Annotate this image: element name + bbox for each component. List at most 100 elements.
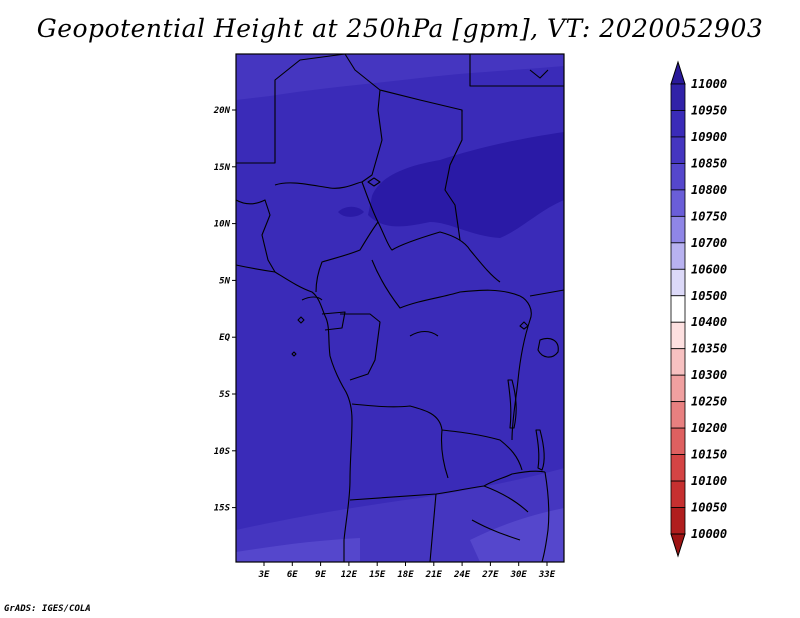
lon-tick-label: 9E — [315, 570, 326, 580]
border-angola-zambia — [441, 429, 523, 471]
country-boundaries — [235, 53, 565, 563]
colorbar-segment — [670, 242, 686, 270]
coastline-west — [235, 264, 353, 562]
colorbar-label: 10900 — [691, 130, 727, 144]
lake-malawi — [535, 429, 545, 471]
colorbar-label: 11000 — [691, 77, 727, 91]
contour-core-dark — [368, 132, 564, 238]
border-drc-east — [511, 295, 532, 441]
lat-tick-label: 15S — [214, 504, 231, 514]
border-chad-sudan — [444, 110, 463, 241]
colorbar-label: 10500 — [691, 289, 727, 303]
lon-tick-label: 30E — [510, 570, 528, 580]
lon-tick-label: 18E — [397, 570, 414, 580]
colorbar-label: 10950 — [691, 103, 727, 117]
map-frame — [235, 53, 565, 563]
border-congo-drc — [340, 313, 381, 381]
contour-core-dark-small — [338, 206, 364, 217]
colorbar-label: 10750 — [691, 209, 727, 223]
border-mozambique — [541, 471, 550, 563]
border-zambia-zimbabwe — [483, 470, 546, 487]
colorbar-label: 10100 — [691, 474, 727, 488]
lon-tick-label: 3E — [258, 570, 270, 580]
colorbar-label: 10200 — [691, 421, 727, 435]
egypt-coast — [529, 69, 549, 79]
lon-tick-label: 33E — [538, 570, 556, 580]
contour-band-south-lighter — [236, 538, 360, 562]
colorbar-segment — [670, 321, 686, 350]
border-cameroon-car — [377, 221, 501, 283]
border-east-africa — [529, 289, 565, 297]
colorbar-segment — [670, 295, 686, 323]
lat-tick-label: 5S — [219, 390, 230, 400]
lat-tick-label: 20N — [213, 106, 231, 116]
colorbar-label: 10250 — [691, 395, 727, 409]
colorbar-segment — [670, 427, 686, 455]
island-bioko — [297, 316, 305, 324]
colorbar-label: 10000 — [691, 527, 727, 541]
lake-tanganyika — [507, 379, 517, 429]
colorbar-segment — [670, 163, 686, 191]
colorbar-segment — [670, 507, 686, 535]
colorbar: 11000 10950 10900 10850 10800 10750 10700 10600… — [670, 60, 727, 558]
colorbar-segment — [670, 110, 686, 138]
colorbar-segment — [670, 136, 686, 164]
border-car-south — [371, 259, 521, 309]
colorbar-top-arrow — [670, 60, 686, 85]
border-niger-nigeria — [274, 181, 363, 189]
chart-title: Geopotential Height at 250hPa [gpm], VT:… — [36, 14, 764, 43]
lat-tick-label: EQ — [219, 333, 230, 343]
lon-tick-label: 6E — [287, 570, 298, 580]
border-drc-angola — [351, 403, 449, 479]
colorbar-segment — [670, 189, 686, 217]
colorbar-segment — [670, 401, 686, 429]
border-south — [471, 519, 521, 541]
border-angola-namibia — [349, 485, 529, 513]
contour-band-se-lighter — [470, 508, 564, 562]
colorbar-segment — [670, 268, 686, 297]
border-niger-basin — [301, 296, 323, 301]
colorbar-label: 10400 — [691, 315, 727, 329]
colorbar-label: 10050 — [691, 501, 727, 515]
colorbar-segment — [670, 348, 686, 376]
river-congo — [409, 330, 439, 337]
lon-tick-label: 24E — [453, 570, 471, 580]
lat-tick-label: 15N — [214, 163, 231, 173]
footer-credit: GrADS: IGES/COLA — [4, 604, 91, 614]
colorbar-bottom-arrow — [670, 533, 686, 558]
colorbar-label: 10150 — [691, 448, 727, 462]
border-north-2 — [344, 53, 383, 183]
colorbar-label: 10850 — [691, 156, 727, 170]
border-gabon — [321, 311, 346, 331]
colorbar-segment — [670, 480, 686, 508]
lake-kyoga — [519, 321, 529, 330]
island-sao-tome — [291, 351, 297, 357]
longitude-axis: 3E 6E 9E 12E 15E 18E 21E 24E 27E 30E 33E — [258, 562, 556, 580]
lat-tick-label: 5N — [219, 276, 230, 286]
contour-band-north-light — [236, 54, 564, 100]
lat-tick-label: 10N — [214, 220, 231, 230]
colorbar-segment — [670, 374, 686, 403]
map-panel — [235, 53, 565, 563]
border-mali — [235, 199, 276, 273]
lon-tick-label: 15E — [369, 570, 386, 580]
colorbar-label: 10600 — [691, 262, 727, 276]
lake-chad — [367, 177, 381, 187]
lake-victoria — [537, 337, 559, 358]
colorbar-label: 10300 — [691, 368, 727, 382]
border-nigeria-cameroon — [315, 181, 379, 293]
colorbar-label: 10700 — [691, 236, 727, 250]
colorbar-segment — [670, 83, 686, 111]
lat-tick-label: 10S — [214, 447, 231, 457]
colorbar-segment — [670, 215, 686, 244]
colorbar-label: 10800 — [691, 183, 727, 197]
colorbar-label: 10350 — [691, 342, 727, 356]
lon-tick-label: 21E — [425, 570, 443, 580]
border-north-1 — [236, 53, 346, 164]
latitude-axis: 20N 15N 10N 5N EQ 5S 10S 15S — [213, 106, 236, 514]
lon-tick-label: 12E — [341, 570, 358, 580]
border-namibia-botswana — [429, 493, 437, 563]
colorbar-segment — [670, 454, 686, 482]
lon-tick-label: 27E — [481, 570, 499, 580]
